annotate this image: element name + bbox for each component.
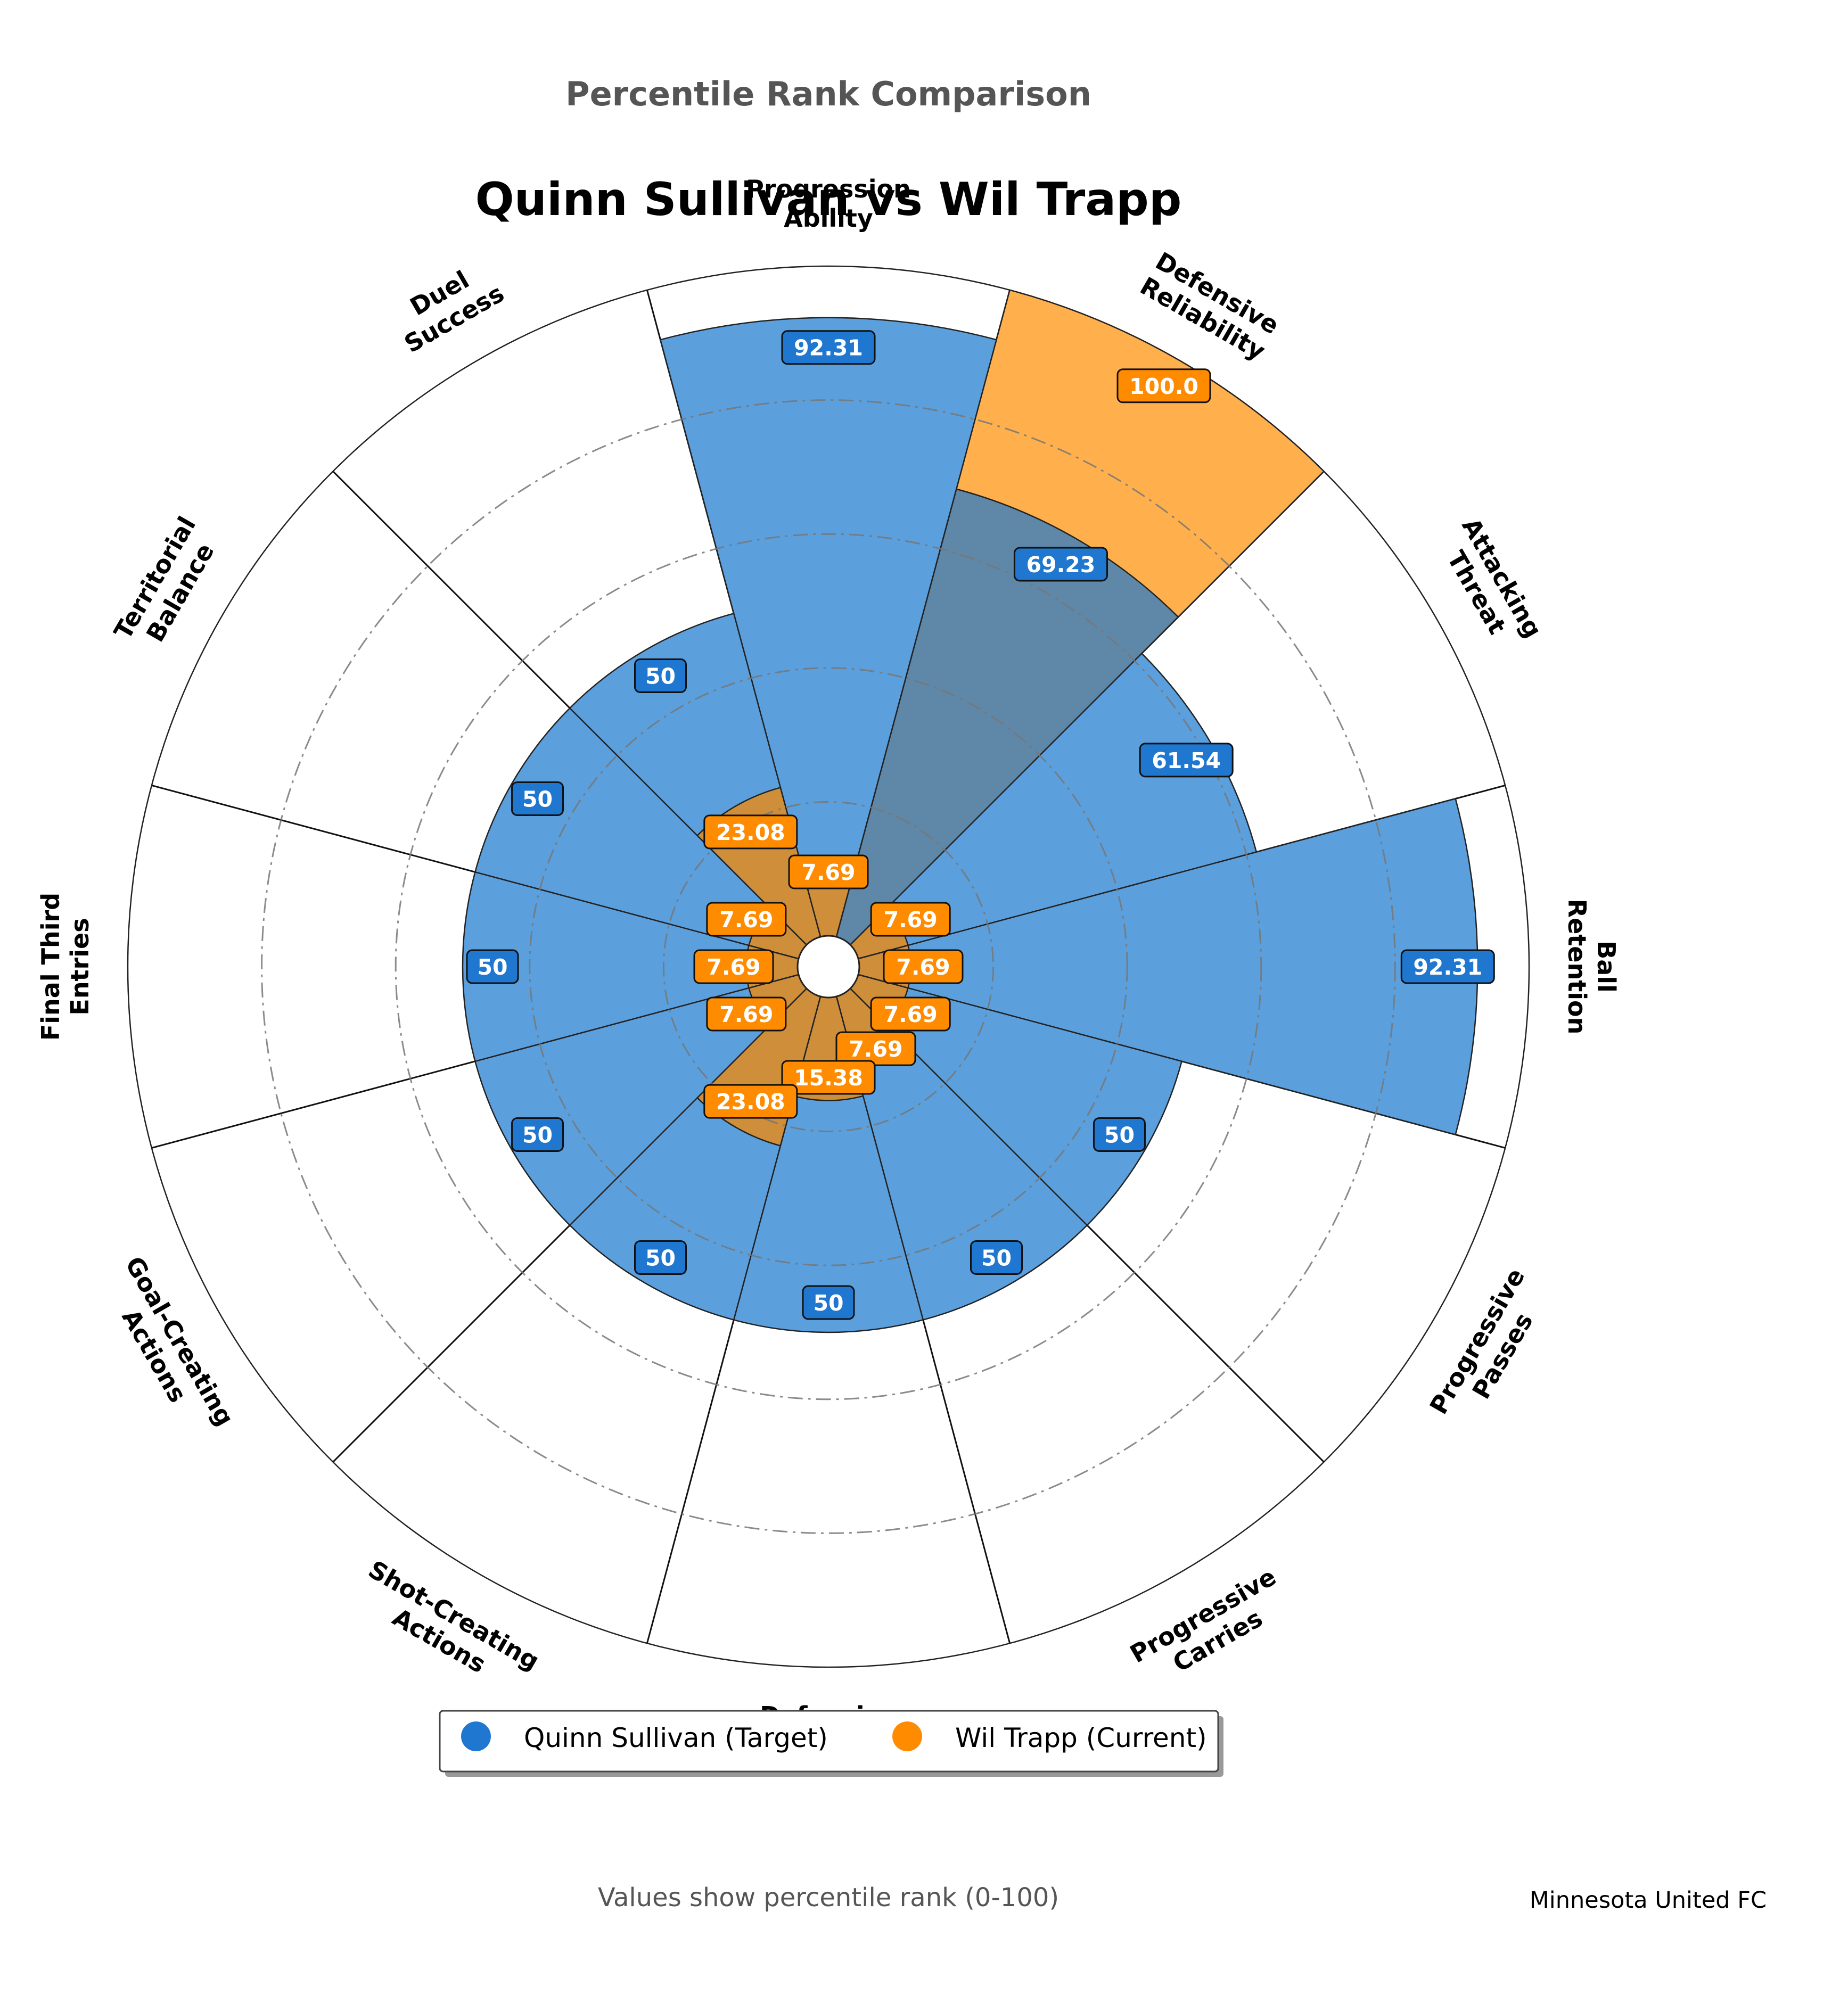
center-hole	[796, 935, 860, 999]
svg-text:50: 50	[813, 1290, 843, 1316]
value-label-current: 7.69	[693, 949, 774, 984]
svg-text:50: 50	[522, 787, 553, 812]
club-name: Minnesota United FC	[1530, 1887, 1767, 1914]
category-label: TerritorialBalance	[108, 512, 227, 659]
grid-ring	[529, 667, 1128, 1266]
bars	[462, 289, 1479, 1333]
value-label-target: 92.31	[1400, 949, 1495, 984]
suptitle: Percentile Rank Comparison	[565, 75, 1091, 113]
category-label: BallRetention	[1563, 899, 1621, 1035]
value-label-target: 50	[466, 949, 519, 984]
value-label-current: 7.69	[870, 996, 951, 1032]
value-label-current: 7.69	[883, 949, 964, 984]
grid-ring	[261, 399, 1396, 1534]
svg-text:7.69: 7.69	[719, 907, 773, 933]
svg-text:50: 50	[477, 954, 507, 980]
svg-text:23.08: 23.08	[716, 820, 785, 845]
value-label-target: 50	[1093, 1117, 1146, 1152]
svg-text:92.31: 92.31	[1413, 954, 1482, 980]
category-label: Progression Ability	[746, 175, 911, 233]
value-label-target: 92.31	[781, 330, 876, 365]
svg-text:50: 50	[981, 1245, 1012, 1271]
value-label-current: 7.69	[870, 902, 951, 937]
svg-text:7.69: 7.69	[849, 1036, 902, 1062]
svg-text:50: 50	[645, 1245, 676, 1271]
category-label: DuelSuccess	[385, 253, 509, 359]
svg-text:50: 50	[1104, 1123, 1135, 1148]
svg-text:50: 50	[645, 664, 676, 689]
value-label-current: 7.69	[788, 854, 869, 889]
value-label-target: 50	[802, 1285, 855, 1320]
svg-text:7.69: 7.69	[884, 907, 938, 933]
value-label-current: 23.08	[703, 814, 798, 850]
value-label-target: 50	[511, 1117, 564, 1152]
value-label-current: 7.69	[835, 1031, 916, 1066]
svg-text:7.69: 7.69	[884, 1002, 938, 1027]
svg-text:100.0: 100.0	[1129, 374, 1198, 399]
legend-box	[439, 1710, 1219, 1773]
legend-marker-current	[892, 1721, 922, 1751]
svg-text:61.54: 61.54	[1152, 748, 1221, 773]
legend-marker-target	[461, 1721, 491, 1751]
category-label: AttackingThreat	[1431, 513, 1548, 657]
svg-text:7.69: 7.69	[801, 860, 855, 885]
value-label-current: 7.69	[706, 902, 787, 937]
value-label-target: 69.23	[1013, 547, 1108, 582]
value-label-current: 15.38	[781, 1060, 876, 1095]
svg-text:92.31: 92.31	[794, 335, 863, 361]
value-label-target: 50	[511, 781, 564, 816]
value-label-current: 100.0	[1116, 368, 1211, 403]
footer-note: Values show percentile rank (0-100)	[598, 1883, 1059, 1913]
svg-text:7.69: 7.69	[719, 1002, 773, 1027]
value-labels: 7.69 100.0 7.69 7.69 7.69 7.69 15.38 23.08 7.69 7…	[466, 330, 1495, 1320]
value-label-current: 23.08	[703, 1084, 798, 1119]
svg-text:50: 50	[522, 1123, 553, 1148]
grid-ring	[395, 533, 1262, 1400]
legend-label-target: Quinn Sullivan (Target)	[524, 1723, 828, 1753]
legend-label-current: Wil Trapp (Current)	[955, 1723, 1207, 1753]
svg-text:23.08: 23.08	[716, 1089, 785, 1115]
svg-text:15.38: 15.38	[794, 1065, 863, 1091]
value-label-target: 61.54	[1139, 743, 1234, 778]
legend: Quinn Sullivan (Target) Wil Trapp (Curre…	[439, 1710, 1223, 1777]
value-label-target: 50	[970, 1240, 1023, 1275]
value-label-target: 50	[634, 1240, 687, 1275]
polar-plot-area: Progression AbilityDefensiveReliabilityAt…	[36, 175, 1621, 1759]
svg-text:7.69: 7.69	[707, 954, 760, 980]
grid-ring	[662, 801, 995, 1133]
value-label-current: 7.69	[706, 996, 787, 1032]
value-label-target: 50	[634, 658, 687, 694]
svg-text:69.23: 69.23	[1026, 552, 1096, 578]
category-label: Final ThirdEntries	[36, 893, 94, 1041]
chart-title: Quinn Sullivan vs Wil Trapp	[475, 173, 1182, 226]
svg-text:7.69: 7.69	[896, 954, 950, 980]
